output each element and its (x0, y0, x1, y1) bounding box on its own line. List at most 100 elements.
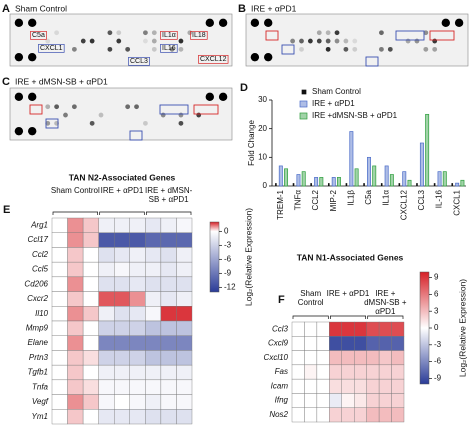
spot-annotation-box (38, 43, 65, 53)
bar (451, 183, 454, 186)
cytokine-spot (116, 38, 122, 44)
legend-swatch (299, 112, 308, 120)
row-label: Ccl5 (32, 265, 49, 274)
heatmap-cell (67, 232, 84, 248)
heatmap-cell (98, 335, 115, 351)
x-tick-label: CXCL1 (452, 189, 461, 215)
heatmap-cell (98, 394, 115, 410)
legend-swatch (301, 89, 307, 95)
heatmap-cell (98, 350, 115, 366)
bar (455, 182, 460, 187)
heatmap-cell (67, 335, 84, 351)
heatmap-cell (176, 247, 193, 263)
heatmap-cell (176, 409, 193, 425)
heatmap-cell (176, 335, 193, 351)
cytokine-spot (325, 30, 331, 36)
heatmap-cell (378, 378, 392, 394)
row-label: Fas (275, 367, 288, 376)
heatmap-cell (391, 364, 405, 380)
spot-highlight (129, 130, 143, 141)
heatmap-cell (316, 364, 330, 380)
bar (437, 171, 442, 187)
heatmap-cell (316, 336, 330, 351)
heatmap-cell (82, 409, 99, 425)
heatmap-cell (354, 350, 367, 366)
heatmap-cell (304, 378, 318, 394)
heatmap-cell (176, 217, 193, 233)
heatmap-cell (145, 364, 162, 381)
heatmap-cell (67, 320, 84, 336)
heatmap-cell (378, 336, 392, 351)
cytokine-spot (151, 46, 157, 52)
reference-spot (218, 18, 228, 28)
spot-highlight (429, 30, 455, 41)
heatmap-cell (145, 350, 162, 366)
heatmap-cell (98, 306, 115, 322)
bar (419, 142, 424, 187)
heatmap-cell (129, 261, 146, 278)
heatmap-cell (366, 336, 380, 351)
heatmap-cell (145, 232, 162, 248)
heatmap-cell (67, 394, 84, 410)
bar (442, 171, 447, 187)
heatmap-cell (176, 320, 193, 336)
heatmap-cell (67, 247, 84, 263)
row-label: Ccl17 (28, 235, 49, 244)
reference-spot (28, 126, 37, 136)
heatmap-cell (129, 291, 146, 307)
heatmap-cell (176, 350, 193, 366)
panel-label: E (3, 204, 10, 216)
heatmap-cell (98, 379, 115, 395)
cytokine-spot (169, 46, 175, 52)
cytokine-spot (89, 120, 95, 126)
bar (402, 171, 407, 187)
bar (292, 183, 295, 186)
heatmap-cell (304, 321, 318, 337)
heatmap-cell (51, 247, 68, 263)
cytokine-spot (54, 30, 60, 36)
blot-title: IRE + dMSN-SB + αPD1 (15, 76, 108, 86)
heatmap-cell (114, 394, 130, 410)
heatmap-cell (98, 232, 115, 248)
bar (363, 183, 365, 186)
heatmap-cell (329, 378, 342, 394)
heatmap-cell (329, 336, 342, 351)
cytokine-spot (116, 30, 122, 36)
group-label: Sham Control (297, 289, 324, 307)
bar (425, 113, 430, 187)
cytokine-spot (334, 30, 340, 36)
spot-annotation-box (190, 30, 208, 40)
heatmap-cell (160, 247, 177, 263)
heatmap-cell (316, 407, 330, 423)
heatmap-cell (67, 276, 84, 292)
heatmap-cell (391, 350, 405, 366)
cytokine-spot (71, 104, 77, 110)
x-tick-label: IL1α (382, 190, 391, 206)
cytokine-spot (325, 46, 331, 52)
heatmap-cell (145, 247, 162, 263)
reference-spot (218, 92, 228, 102)
x-tick-label: CXCL12 (399, 189, 408, 220)
heatmap-cell (129, 320, 146, 336)
heatmap-cell (145, 217, 162, 233)
spot-annotation: C5a (32, 32, 45, 39)
heatmap-cell (67, 409, 84, 425)
heatmap-cell (51, 320, 68, 336)
heatmap-cell (378, 321, 392, 337)
heatmap-cell (160, 232, 177, 248)
reference-spot (441, 18, 450, 28)
heatmap-cell (176, 364, 193, 381)
cytokine-spot (54, 104, 60, 110)
heatmap-cell (98, 364, 115, 381)
heatmap-cell (304, 336, 318, 351)
x-tick-label: CCL3 (417, 189, 426, 210)
colorbar (209, 221, 220, 293)
heatmap-cell (291, 321, 305, 337)
heatmap-cell (82, 247, 99, 263)
cytokine-spot (352, 38, 358, 44)
heatmap-cell (316, 350, 330, 366)
heatmap-cell (129, 232, 146, 248)
heatmap-title: TAN N1-Associated Genes (297, 252, 404, 262)
heatmap-cell (145, 261, 162, 278)
heatmap-cell (366, 393, 380, 408)
